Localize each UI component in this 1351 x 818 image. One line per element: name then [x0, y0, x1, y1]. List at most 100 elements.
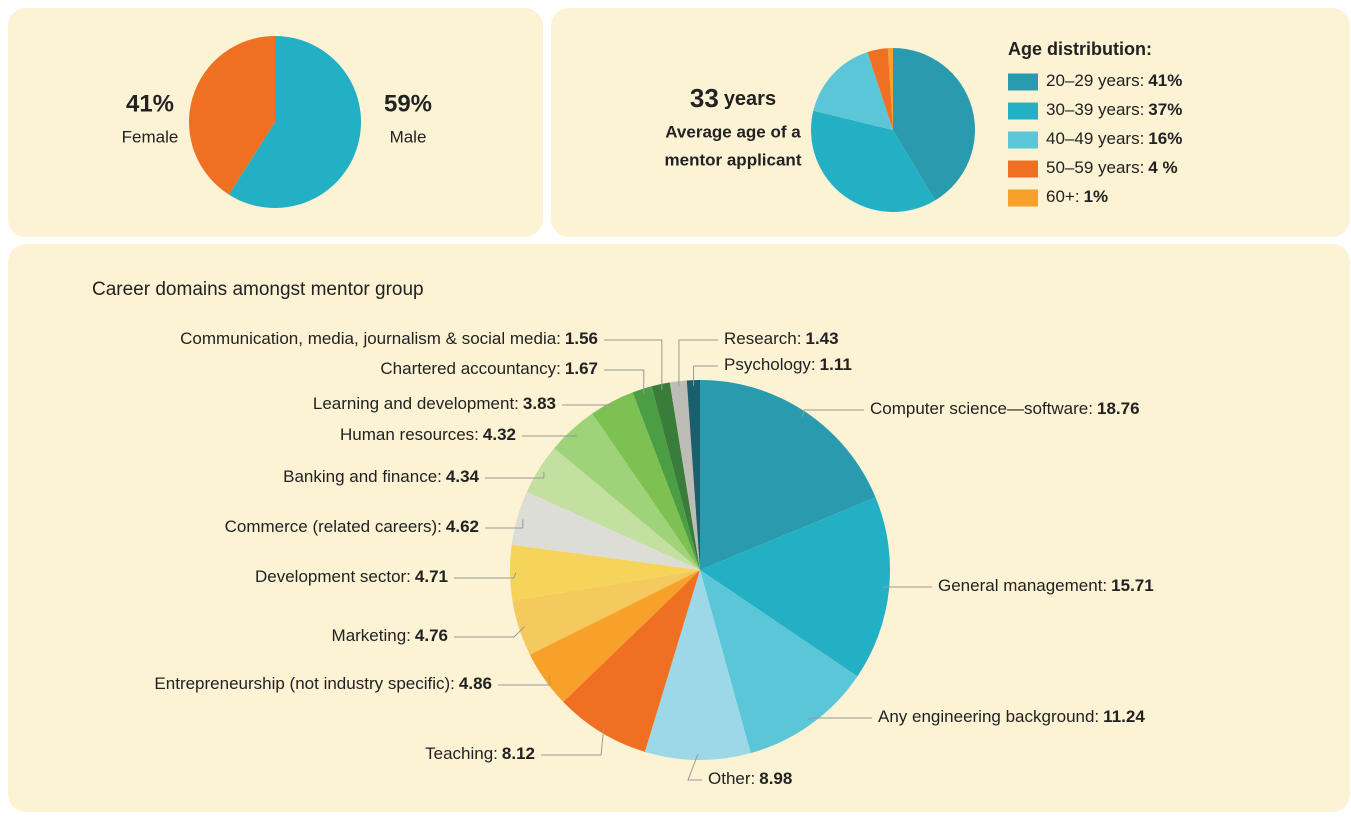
leader-line [687, 754, 702, 781]
legend-entry: 60+: 1% [1046, 187, 1108, 206]
pie-slice [700, 380, 876, 570]
slice-value: 11.24 [1103, 707, 1145, 726]
slice-category: Human resources: [340, 425, 479, 444]
slice-label: Psychology: 1.11 [724, 355, 852, 374]
slice-value: 4.76 [415, 626, 448, 645]
legend-swatch [1008, 131, 1038, 149]
slice-category: Other: [708, 769, 755, 788]
slice-value: 1.43 [805, 329, 838, 348]
leader-line [454, 626, 525, 638]
slice-label: Learning and development: 3.83 [313, 394, 556, 413]
pie-slice [529, 570, 700, 702]
slice-label: Other: 8.98 [708, 769, 792, 788]
slice-label: Chartered accountancy: 1.67 [380, 359, 598, 378]
legend-value: 37% [1148, 100, 1182, 119]
legend-entry: 30–39 years: 37% [1046, 100, 1182, 119]
legend-category: 40–49 years: [1046, 129, 1144, 148]
slice-category: Teaching: [425, 744, 498, 763]
pie-slice [510, 544, 700, 601]
slice-label: General management: 15.71 [938, 576, 1154, 595]
age-note: mentor applicant [665, 150, 802, 169]
leader-line [485, 472, 545, 479]
slice-value: 1.56 [565, 329, 598, 348]
legend-value: 41% [1148, 71, 1182, 90]
pie-slice [686, 380, 700, 570]
pie-slice [811, 110, 936, 212]
slice-value: 18.76 [1097, 399, 1140, 418]
slice-label: Development sector: 4.71 [255, 567, 448, 586]
slice-label: Commerce (related careers): 4.62 [225, 517, 479, 536]
value-label: 59% [384, 90, 432, 117]
legend-category: 30–39 years: [1046, 100, 1144, 119]
pie-slice [228, 36, 361, 208]
slice-value: 4.71 [415, 567, 448, 586]
pie-slice [887, 48, 893, 130]
pie-slice [700, 497, 890, 677]
leader-line [498, 676, 550, 686]
legend-swatch [1008, 73, 1038, 91]
legend-value: 1% [1084, 187, 1109, 206]
slice-category: Learning and development: [313, 394, 519, 413]
pie-slice [651, 382, 700, 570]
pie-slice [893, 48, 975, 201]
pie-slice [644, 570, 751, 760]
slice-category: Communication, media, journalism & socia… [180, 329, 561, 348]
legend-category: 50–59 years: [1046, 158, 1144, 177]
slice-label: Banking and finance: 4.34 [283, 467, 479, 486]
slice-label: Teaching: 8.12 [425, 744, 535, 763]
slice-category: Chartered accountancy: [380, 359, 561, 378]
category-label: Female [122, 127, 179, 146]
pie-slice [511, 491, 700, 570]
career-title: Career domains amongst mentor group [92, 279, 424, 300]
leader-line [522, 433, 577, 437]
legend-entry: 20–29 years: 41% [1046, 71, 1182, 90]
pie-slice [554, 413, 700, 570]
slice-label: Computer science—software: 18.76 [870, 399, 1140, 418]
category-label: Male [390, 127, 427, 146]
leader-line [604, 339, 663, 390]
leader-line [562, 404, 615, 407]
slice-category: Commerce (related careers): [225, 517, 442, 536]
slice-label: Any engineering background: 11.24 [878, 707, 1145, 726]
slice-value: 4.86 [459, 674, 492, 693]
leader-line [541, 727, 605, 756]
leader-line [454, 572, 517, 579]
legend-category: 60+: [1046, 187, 1080, 206]
slice-value: 1.67 [565, 359, 598, 378]
legend-title: Age distribution: [1008, 39, 1152, 59]
slice-label: Research: 1.43 [724, 329, 839, 348]
leader-line [485, 519, 524, 529]
leader-line [604, 369, 645, 395]
legend-swatch [1008, 160, 1038, 178]
slice-category: Any engineering background: [878, 707, 1099, 726]
slice-category: Development sector: [255, 567, 411, 586]
leader-line [693, 365, 718, 386]
slice-value: 8.12 [502, 744, 535, 763]
legend-category: 20–29 years: [1046, 71, 1144, 90]
slice-value: 4.34 [446, 467, 480, 486]
slice-value: 4.62 [446, 517, 479, 536]
slice-category: Computer science—software: [870, 399, 1093, 418]
pie-slice [526, 448, 700, 570]
slice-label: Human resources: 4.32 [340, 425, 516, 444]
pie-slice [867, 48, 893, 130]
slice-label: Marketing: 4.76 [332, 626, 448, 645]
pie-slice [632, 386, 700, 570]
legend-entry: 40–49 years: 16% [1046, 129, 1182, 148]
slice-label: Communication, media, journalism & socia… [180, 329, 598, 348]
slice-value: 8.98 [759, 769, 792, 788]
slice-value: 4.32 [483, 425, 516, 444]
slice-value: 15.71 [1111, 576, 1154, 595]
pie-slice [669, 380, 700, 570]
slice-category: Marketing: [332, 626, 411, 645]
slice-label: Entrepreneurship (not industry specific)… [154, 674, 492, 693]
age-unit: years [724, 88, 776, 110]
legend-swatch [1008, 189, 1038, 207]
pie-slice [813, 52, 893, 130]
pie-slice [188, 35, 275, 195]
slice-value: 1.11 [820, 355, 852, 374]
slice-category: Entrepreneurship (not industry specific)… [154, 674, 454, 693]
slice-category: Research: [724, 329, 801, 348]
legend-value: 16% [1148, 129, 1182, 148]
leader-line [807, 717, 872, 721]
